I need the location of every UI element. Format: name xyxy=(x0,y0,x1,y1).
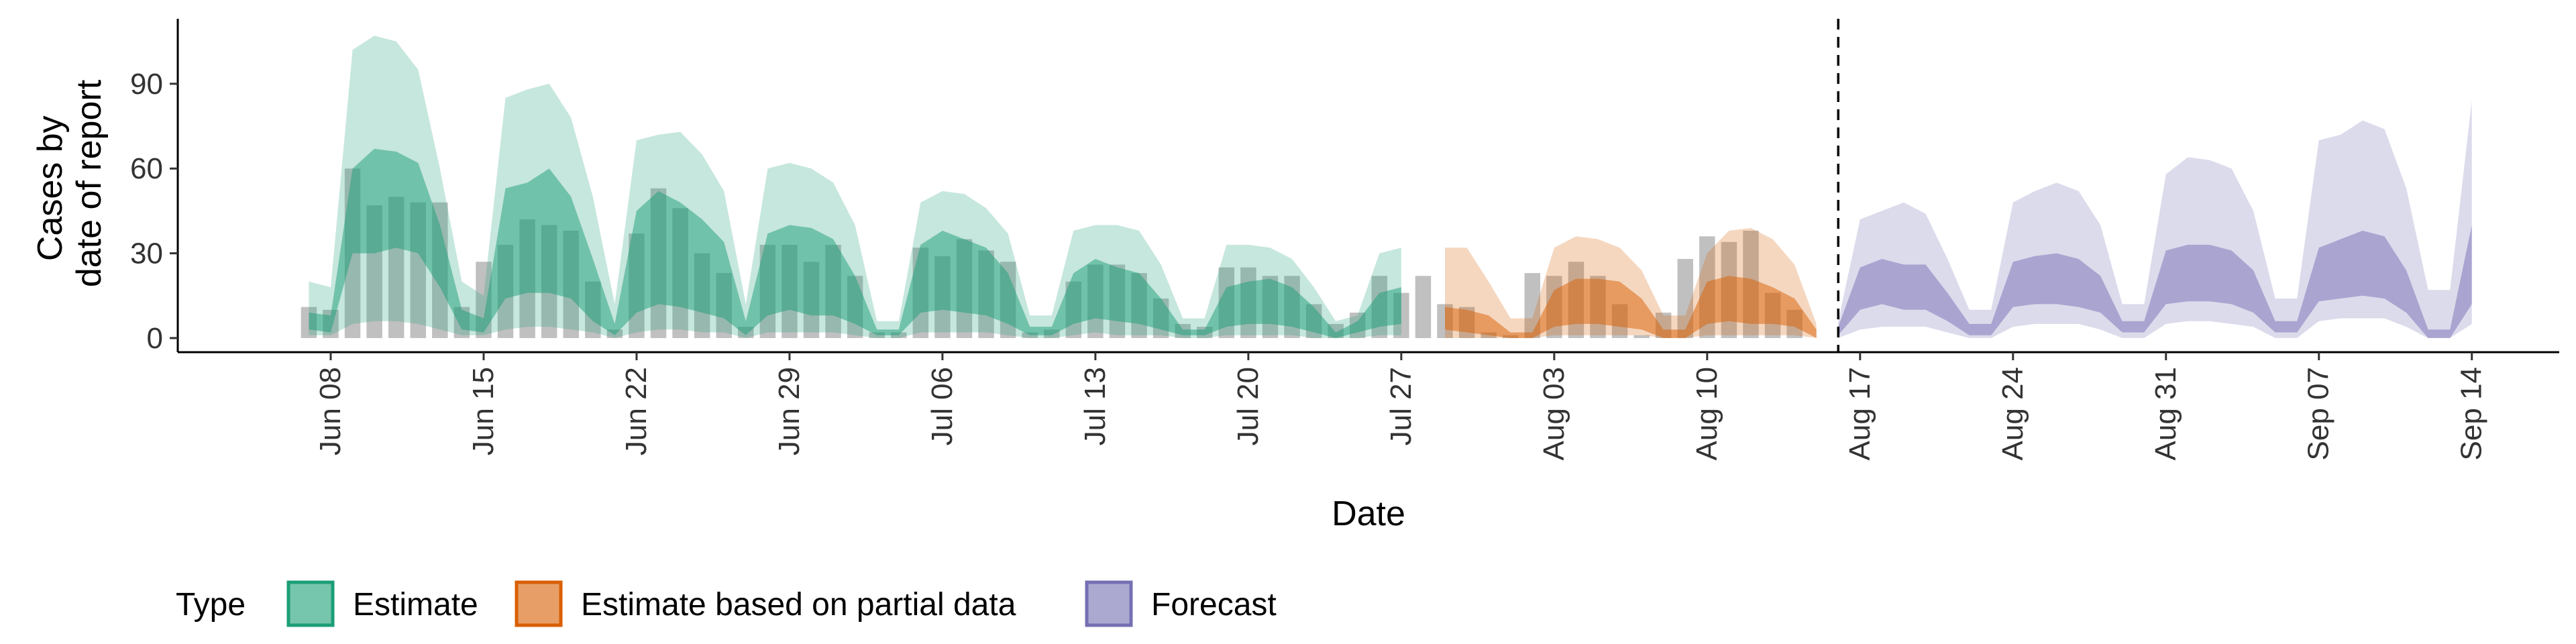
y-tick-label: 30 xyxy=(130,237,163,270)
observed-bar xyxy=(1677,259,1693,338)
legend-item: Estimate xyxy=(286,580,478,627)
x-tick-label: Jun 22 xyxy=(620,367,653,455)
x-tick-label: Sep 14 xyxy=(2455,367,2488,460)
legend-key xyxy=(1085,580,1133,627)
x-tick-label: Jul 27 xyxy=(1385,367,1417,445)
ribbon-bands xyxy=(309,36,2472,338)
legend-label: Forecast xyxy=(1151,587,1277,623)
inner-credible-band xyxy=(309,148,1401,338)
y-tick-label: 60 xyxy=(130,152,163,185)
y-tick-label: 0 xyxy=(147,322,163,355)
x-tick-label: Jun 29 xyxy=(773,367,806,455)
x-tick-label: Aug 24 xyxy=(1996,367,2029,460)
inner-credible-band xyxy=(1445,276,1817,338)
x-tick-label: Aug 17 xyxy=(1843,367,1876,460)
y-axis-title-line-2: date of report xyxy=(70,79,109,287)
legend-label: Estimate based on partial data xyxy=(581,587,1016,623)
observed-bar xyxy=(1524,273,1540,338)
legend-key xyxy=(286,580,335,627)
x-tick-label: Jul 13 xyxy=(1079,367,1112,445)
y-tick-label: 90 xyxy=(130,68,163,101)
legend-title: Type xyxy=(176,587,246,623)
x-tick-label: Aug 31 xyxy=(2149,367,2182,460)
x-tick-label: Jun 15 xyxy=(467,367,500,455)
legend-key xyxy=(515,580,563,627)
x-axis-ticks: Jun 08 Jun 15 Jun 22 Jun 29 Jul 06 Jul 13 Jul … xyxy=(314,352,2488,460)
series-estimate xyxy=(309,36,1401,338)
legend-item: Estimate based on partial data xyxy=(515,580,1016,627)
x-tick-label: Sep 07 xyxy=(2302,367,2335,460)
observed-bar xyxy=(869,332,885,338)
observed-bar xyxy=(1481,332,1497,338)
x-axis-title: Date xyxy=(1332,494,1405,533)
observed-bar xyxy=(1633,335,1650,338)
legend: Type Estimate Estimate based on partial d… xyxy=(176,580,1277,627)
x-tick-label: Jul 06 xyxy=(926,367,959,445)
x-tick-label: Aug 10 xyxy=(1690,367,1723,460)
y-axis-ticks: 0 30 60 90 xyxy=(130,68,178,355)
series-estimate-based-on-partial-data xyxy=(1445,227,1817,338)
legend-items: Estimate Estimate based on partial data Fo… xyxy=(286,580,1277,627)
observed-bar xyxy=(891,332,907,338)
series-forecast xyxy=(1838,101,2472,338)
x-tick-label: Jul 20 xyxy=(1232,367,1265,445)
legend-label: Estimate xyxy=(353,587,478,623)
plot-area xyxy=(301,19,2472,352)
legend-item: Forecast xyxy=(1085,580,1277,627)
inner-credible-band xyxy=(1838,225,2472,338)
x-tick-label: Jun 08 xyxy=(314,367,347,455)
y-axis-title: Cases by date of report xyxy=(31,79,109,287)
x-tick-label: Aug 03 xyxy=(1538,367,1570,460)
observed-bar xyxy=(1415,276,1432,338)
y-axis-title-line-1: Cases by xyxy=(31,115,70,261)
observed-bar xyxy=(1022,332,1038,338)
